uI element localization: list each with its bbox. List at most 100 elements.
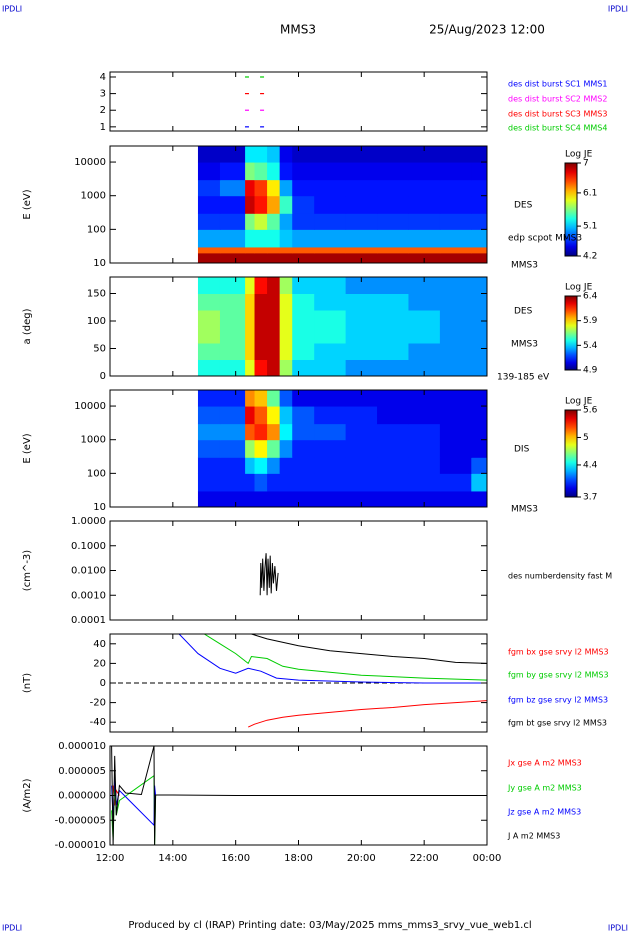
x-tick-label: 22:00 [410, 853, 439, 864]
spectrogram-cell [219, 457, 246, 474]
spectrogram-cell [314, 293, 347, 311]
spectrogram-cell [292, 439, 315, 458]
spectrogram-cell [219, 293, 246, 311]
series-line [251, 634, 487, 664]
spectrogram-cell [292, 146, 315, 163]
spectrogram-cell [279, 473, 293, 492]
spectrogram-cell [219, 195, 246, 214]
spectrogram-cell [439, 359, 472, 376]
panel [110, 634, 487, 728]
spectrogram-cell [292, 310, 315, 327]
spectrogram-cell [314, 195, 347, 214]
logo-bottom-left: IPDLI [2, 924, 22, 933]
spectrogram-cell [254, 146, 268, 163]
spectrogram-cell [279, 439, 293, 458]
spectrogram-cell [439, 277, 472, 294]
spectrogram-cell [197, 277, 221, 294]
y-tick-label: 0 [100, 371, 106, 382]
spectrogram-cell [471, 179, 487, 197]
panel [111, 746, 487, 845]
spectrogram-cell [314, 473, 347, 492]
spectrogram-cell [471, 490, 487, 498]
y-tick-label: 0.1000 [71, 541, 106, 552]
spectrogram-cell [219, 326, 246, 344]
spectrogram-cell [471, 423, 487, 441]
spectrogram-cell [292, 246, 315, 254]
spectrogram-cell [292, 293, 315, 311]
spectrogram-cell [219, 423, 246, 441]
spectrogram-cell [292, 473, 315, 492]
spectrogram-cell [345, 277, 378, 294]
x-tick-label: 14:00 [158, 853, 187, 864]
plot-title: MMS3 [280, 23, 316, 37]
y-axis-label: E (eV) [22, 433, 33, 463]
spectrogram-cell [254, 359, 268, 376]
spectrogram-cell [279, 359, 293, 376]
logo-right: IPDLI [608, 5, 628, 14]
spectrogram-cell [377, 359, 409, 376]
spectrogram-cell [439, 496, 472, 507]
colorbar-tick-label: 5.1 [583, 222, 597, 232]
spectrogram-cell [292, 457, 315, 474]
spectrogram-cell [345, 213, 378, 230]
spectrogram-cell [345, 439, 378, 458]
panel [197, 390, 487, 507]
spectrogram-cell [279, 310, 293, 327]
y-tick-label: -40 [90, 717, 106, 728]
spectrogram-cell [267, 359, 281, 376]
y-tick-label: 10 [93, 502, 106, 513]
colorbar-tick-label: 4.4 [583, 460, 598, 470]
y-tick-label: 1 [100, 122, 106, 133]
spectrogram-cell [439, 246, 472, 254]
spectrogram-cell [345, 246, 378, 254]
spectrogram-cell [345, 457, 378, 474]
spectrogram-cell [292, 229, 315, 248]
spectrogram-cell [254, 293, 268, 311]
spectrogram-cell [314, 310, 347, 327]
spectrogram-cell [219, 490, 246, 498]
spectrogram-cell [292, 423, 315, 441]
spectrogram-cell [471, 146, 487, 163]
colorbar-tick-label: 6.1 [583, 188, 597, 198]
spectrogram-cell [219, 213, 246, 230]
spectrogram-cell [245, 213, 256, 230]
spectrogram-cell [314, 229, 347, 248]
spectrogram-cell [439, 457, 472, 474]
legend-entry: des dist burst SC1 MMS1 [508, 80, 607, 89]
spectrogram-cell [408, 439, 441, 458]
spectrogram-cell [197, 195, 221, 214]
spectrogram-cell [254, 162, 268, 181]
panel [197, 277, 487, 376]
x-tick-label: 16:00 [221, 853, 250, 864]
spectrogram-cell [345, 473, 378, 492]
spectrogram-cell [254, 326, 268, 344]
x-tick-label: 18:00 [284, 853, 313, 864]
spectrogram-cell [197, 213, 221, 230]
spectrogram-cell [439, 326, 472, 344]
spectrogram-cell [471, 229, 487, 248]
spectrogram-cell [439, 406, 472, 425]
spectrogram-cell [408, 277, 441, 294]
spectrogram-cell [219, 179, 246, 197]
y-tick-label: 50 [93, 344, 106, 355]
spectrogram-cell [279, 246, 293, 254]
spectrogram-cell [267, 343, 281, 360]
colorbar-tick-label: 5.9 [583, 316, 598, 326]
spectrogram-cell [408, 359, 441, 376]
legend-entry: fgm by gse srvy l2 MMS3 [508, 671, 609, 680]
spectrogram-cell [377, 310, 409, 327]
spectrogram-cell [377, 390, 409, 407]
y-tick-label: 4 [100, 72, 106, 83]
spectrogram-cell [345, 293, 378, 311]
spectrogram-cell [345, 406, 378, 425]
spectrogram-cell [471, 473, 487, 492]
series-line [111, 774, 157, 845]
spectrogram-cell [408, 162, 441, 181]
spectrogram-cell [245, 406, 256, 425]
spectrogram-cell [245, 359, 256, 376]
spectrogram-cell [439, 390, 472, 407]
panel-label: MMS3 [511, 340, 538, 350]
colorbar-tick-label: 6.4 [583, 292, 598, 302]
spectrogram-cell [219, 406, 246, 425]
